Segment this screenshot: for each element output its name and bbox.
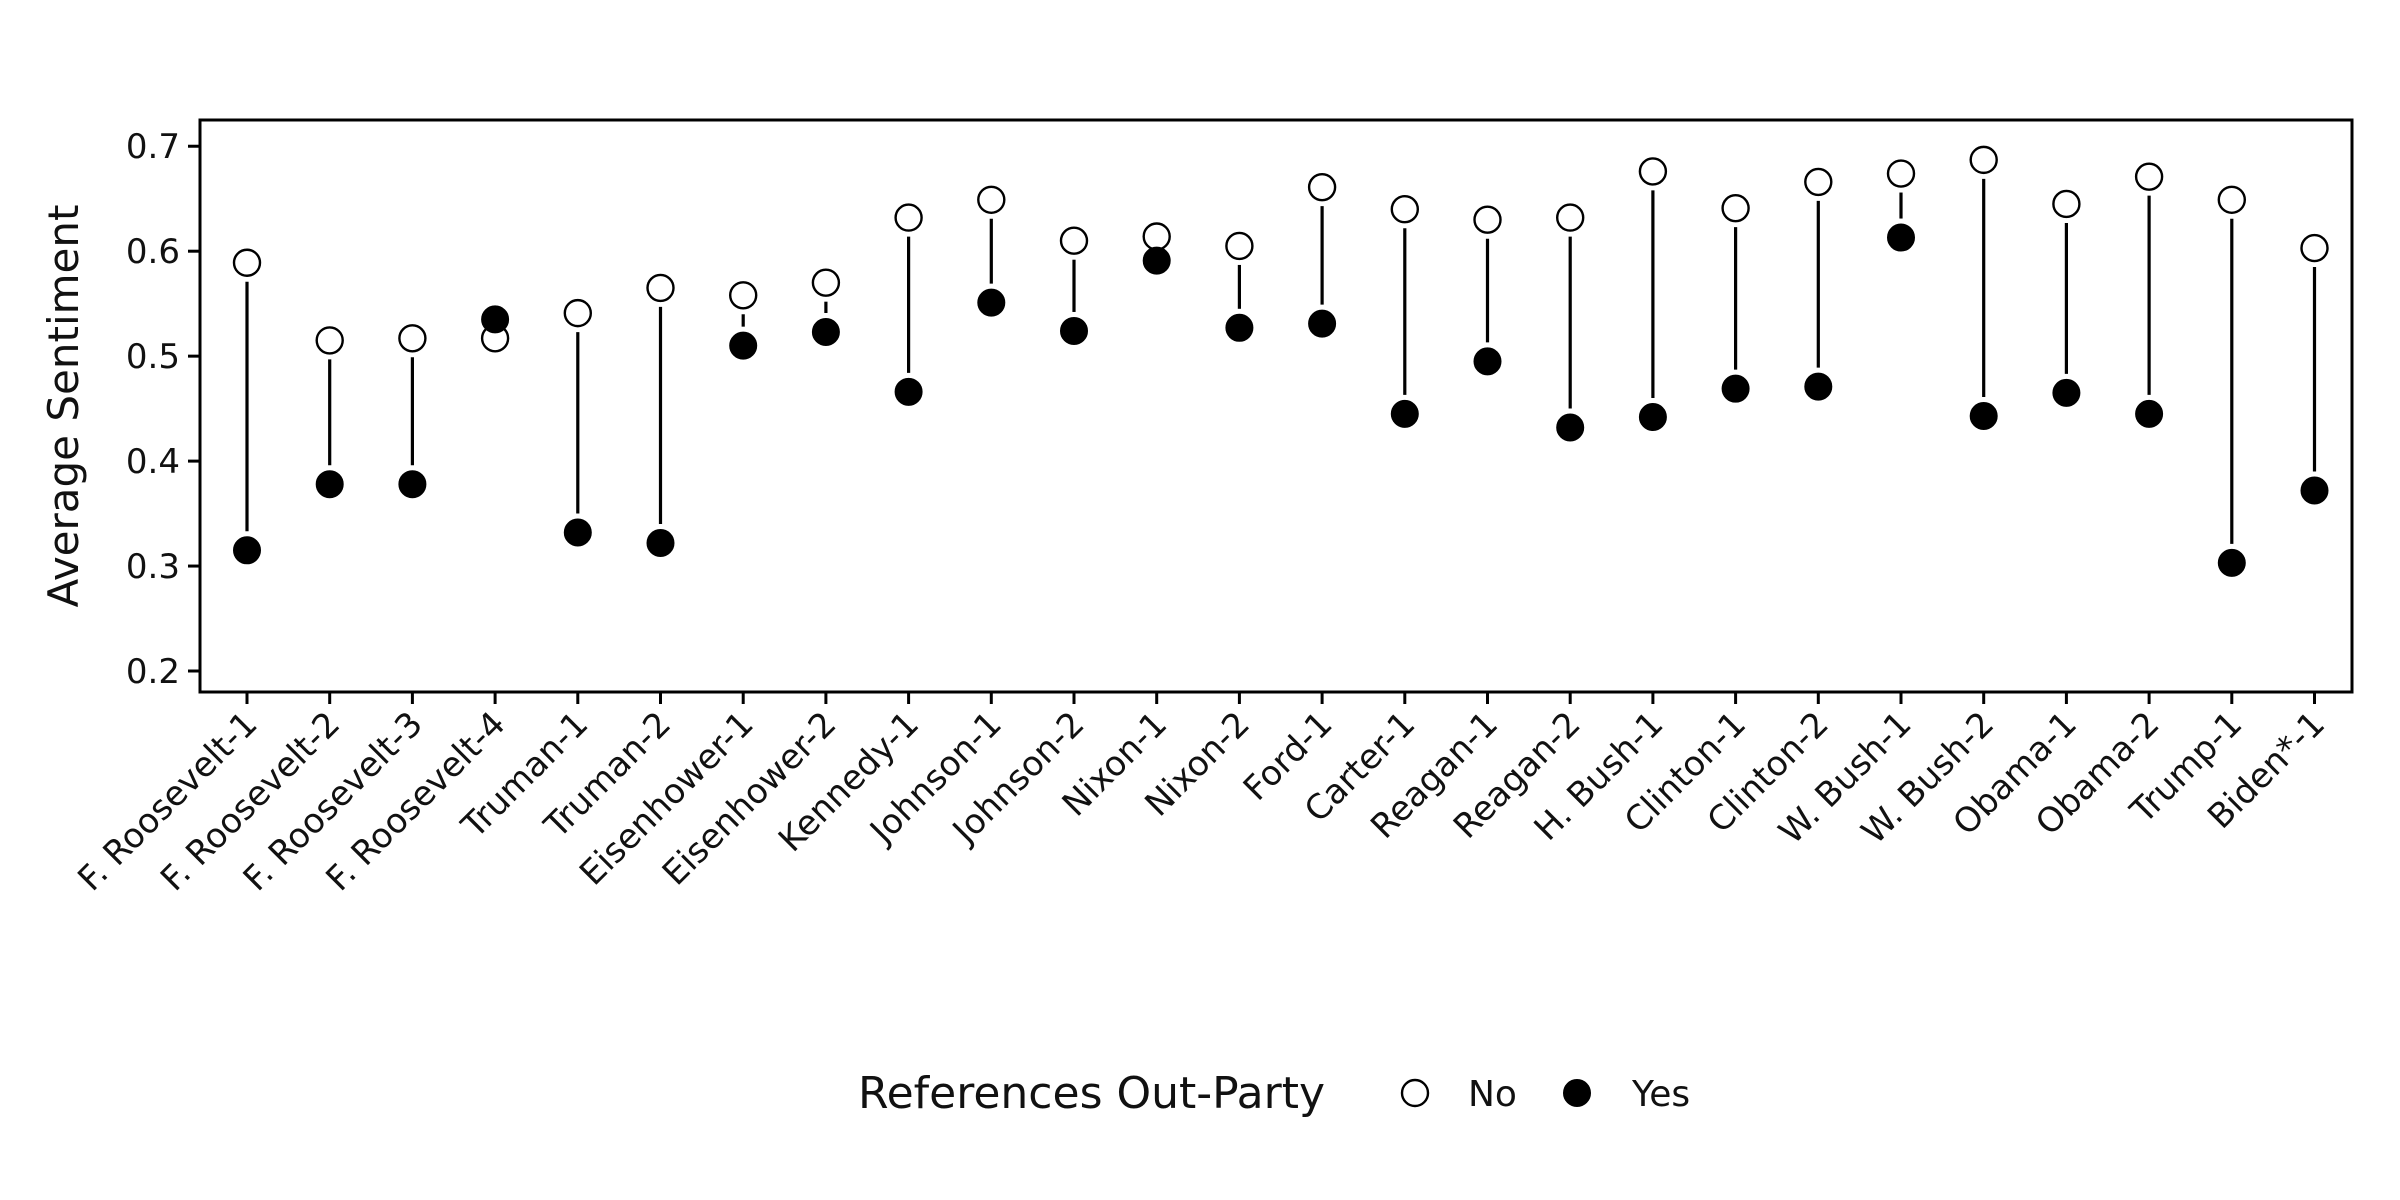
point-yes — [1638, 403, 1667, 432]
point-no — [563, 298, 592, 328]
point-no — [1307, 172, 1337, 202]
point-yes — [233, 536, 261, 565]
y-tick-label: 0.7 — [126, 127, 180, 167]
y-axis-label: Average Sentiment — [39, 205, 88, 608]
point-yes — [481, 305, 510, 334]
y-axis: 0.2 0.3 0.4 0.5 0.6 0.7 — [126, 127, 200, 692]
point-yes — [646, 528, 675, 557]
point-no — [2052, 189, 2081, 219]
point-no — [315, 326, 344, 355]
point-yes — [729, 331, 758, 360]
point-no — [729, 281, 758, 310]
plot-area — [198, 118, 2354, 694]
y-tick-label: 0.5 — [126, 337, 180, 377]
point-no — [646, 273, 675, 303]
point-yes — [894, 377, 923, 406]
x-axis: F. Roosevelt-1F. Roosevelt-2F. Roosevelt… — [70, 692, 2333, 899]
series-yes-points — [233, 223, 2329, 577]
point-yes — [315, 470, 344, 499]
point-no — [894, 203, 923, 232]
point-no — [2134, 162, 2164, 191]
y-tick-label: 0.4 — [126, 442, 180, 482]
point-yes — [2217, 548, 2246, 577]
point-no — [1225, 231, 1254, 261]
point-yes — [1721, 374, 1750, 403]
point-yes — [1969, 401, 1998, 430]
point-no — [2217, 185, 2247, 214]
y-tick-label: 0.2 — [126, 652, 180, 692]
point-no — [1969, 145, 1998, 175]
point-no — [398, 324, 427, 353]
point-yes — [1390, 399, 1419, 428]
point-yes — [1308, 309, 1337, 338]
legend: References Out-Party No Yes — [858, 1068, 1690, 1119]
point-no — [1390, 195, 1420, 224]
point-yes — [1887, 223, 1915, 252]
point-yes — [811, 318, 840, 347]
point-no — [1142, 222, 1171, 251]
point-no — [232, 248, 262, 277]
y-tick-label: 0.6 — [126, 232, 180, 272]
point-no — [1555, 203, 1585, 232]
point-yes — [1556, 413, 1585, 442]
legend-title: References Out-Party — [858, 1068, 1325, 1119]
legend-yes-label: Yes — [1631, 1074, 1690, 1115]
point-yes — [398, 470, 427, 499]
point-no — [811, 268, 841, 297]
legend-no-marker — [1400, 1078, 1430, 1108]
point-no — [1804, 167, 1833, 197]
point-no — [2300, 233, 2329, 263]
point-yes — [563, 518, 592, 547]
legend-no-label: No — [1468, 1074, 1517, 1115]
point-no — [1473, 205, 1502, 234]
point-yes — [1225, 313, 1254, 342]
y-tick-label: 0.3 — [126, 547, 180, 587]
point-yes — [2135, 399, 2164, 428]
point-yes — [977, 288, 1006, 317]
legend-yes-marker — [1563, 1079, 1591, 1107]
point-yes — [1060, 316, 1088, 345]
point-no — [977, 185, 1006, 214]
point-yes — [2052, 378, 2081, 407]
point-no — [1059, 226, 1089, 255]
point-yes — [1473, 347, 1502, 376]
plot-frame — [198, 118, 2354, 694]
point-yes — [2300, 476, 2329, 505]
connector-lines — [245, 178, 2317, 544]
point-yes — [1804, 372, 1833, 401]
point-no — [1721, 193, 1750, 223]
point-no — [1638, 157, 1668, 186]
series-no-points — [232, 145, 2329, 355]
point-yes — [1142, 246, 1171, 275]
point-no — [1886, 159, 1916, 188]
